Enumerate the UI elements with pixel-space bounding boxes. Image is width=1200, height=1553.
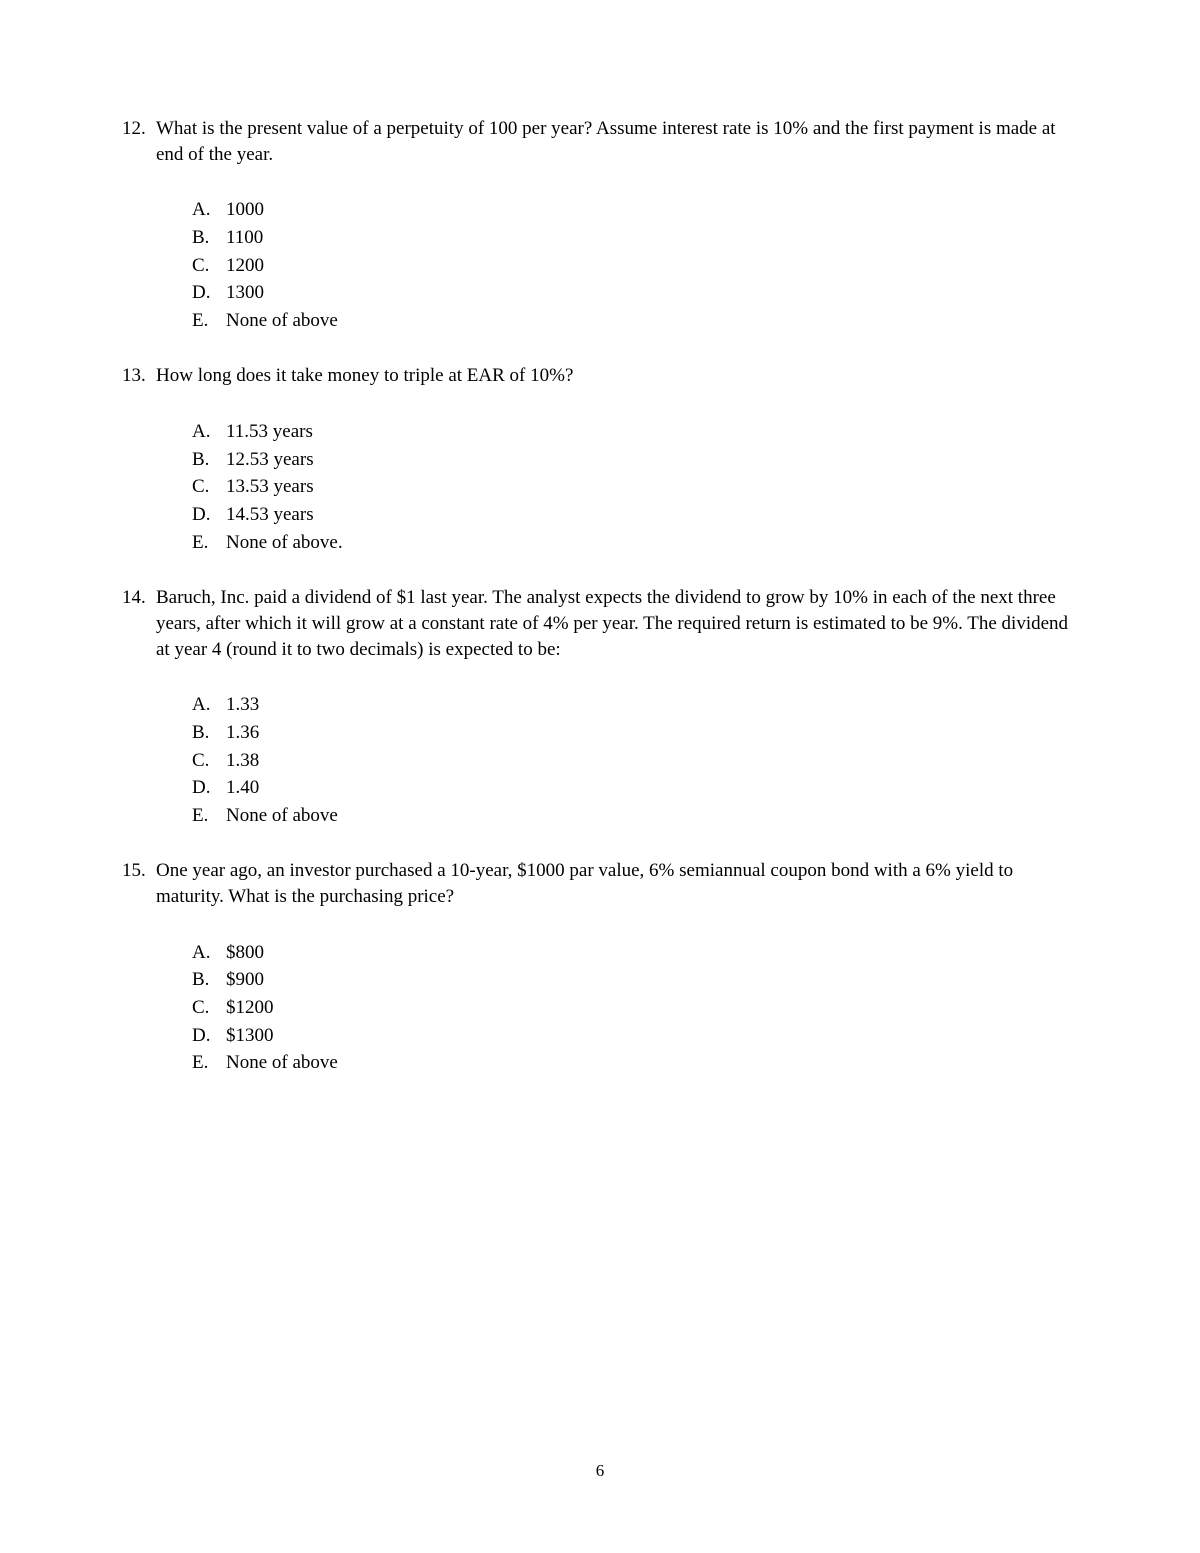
- option-letter: D.: [192, 502, 226, 528]
- question-row: 14. Baruch, Inc. paid a dividend of $1 l…: [122, 585, 1080, 662]
- option-text: 1.38: [226, 748, 1080, 774]
- option-c: C. 13.53 years: [192, 474, 1080, 500]
- option-e: E. None of above.: [192, 530, 1080, 556]
- option-letter: A.: [192, 419, 226, 445]
- option-text: None of above: [226, 803, 1080, 829]
- option-letter: A.: [192, 692, 226, 718]
- option-e: E. None of above: [192, 308, 1080, 334]
- option-b: B. 1.36: [192, 720, 1080, 746]
- option-text: None of above: [226, 308, 1080, 334]
- question-number: 15.: [122, 858, 156, 884]
- question-text: How long does it take money to triple at…: [156, 363, 1080, 389]
- option-text: 12.53 years: [226, 447, 1080, 473]
- option-letter: C.: [192, 995, 226, 1021]
- option-letter: C.: [192, 253, 226, 279]
- option-text: 1.36: [226, 720, 1080, 746]
- option-letter: B.: [192, 967, 226, 993]
- option-letter: E.: [192, 308, 226, 334]
- option-a: A. 1.33: [192, 692, 1080, 718]
- option-text: $1200: [226, 995, 1080, 1021]
- option-text: 1.33: [226, 692, 1080, 718]
- option-a: A. 11.53 years: [192, 419, 1080, 445]
- option-letter: C.: [192, 474, 226, 500]
- option-text: 1000: [226, 197, 1080, 223]
- option-c: C. 1200: [192, 253, 1080, 279]
- option-a: A. 1000: [192, 197, 1080, 223]
- options-list: A. 1000 B. 1100 C. 1200 D. 1300 E. None …: [122, 197, 1080, 333]
- option-text: 1.40: [226, 775, 1080, 801]
- question-text: Baruch, Inc. paid a dividend of $1 last …: [156, 585, 1080, 662]
- option-letter: B.: [192, 225, 226, 251]
- option-d: D. $1300: [192, 1023, 1080, 1049]
- option-text: 1200: [226, 253, 1080, 279]
- question-number: 13.: [122, 363, 156, 389]
- option-c: C. 1.38: [192, 748, 1080, 774]
- page-number: 6: [0, 1460, 1200, 1483]
- option-text: 14.53 years: [226, 502, 1080, 528]
- option-text: 13.53 years: [226, 474, 1080, 500]
- option-text: 1300: [226, 280, 1080, 306]
- option-letter: C.: [192, 748, 226, 774]
- question-15: 15. One year ago, an investor purchased …: [122, 858, 1080, 1075]
- option-b: B. 1100: [192, 225, 1080, 251]
- question-text: What is the present value of a perpetuit…: [156, 116, 1080, 167]
- option-text: 11.53 years: [226, 419, 1080, 445]
- option-letter: A.: [192, 197, 226, 223]
- option-letter: B.: [192, 720, 226, 746]
- option-d: D. 14.53 years: [192, 502, 1080, 528]
- option-letter: D.: [192, 775, 226, 801]
- option-letter: B.: [192, 447, 226, 473]
- question-row: 13. How long does it take money to tripl…: [122, 363, 1080, 389]
- option-letter: E.: [192, 803, 226, 829]
- option-text: $1300: [226, 1023, 1080, 1049]
- option-letter: D.: [192, 1023, 226, 1049]
- question-13: 13. How long does it take money to tripl…: [122, 363, 1080, 555]
- question-12: 12. What is the present value of a perpe…: [122, 116, 1080, 333]
- option-letter: E.: [192, 530, 226, 556]
- option-d: D. 1.40: [192, 775, 1080, 801]
- question-14: 14. Baruch, Inc. paid a dividend of $1 l…: [122, 585, 1080, 828]
- question-text: One year ago, an investor purchased a 10…: [156, 858, 1080, 909]
- option-text: $800: [226, 940, 1080, 966]
- option-d: D. 1300: [192, 280, 1080, 306]
- option-b: B. 12.53 years: [192, 447, 1080, 473]
- question-row: 12. What is the present value of a perpe…: [122, 116, 1080, 167]
- options-list: A. 11.53 years B. 12.53 years C. 13.53 y…: [122, 419, 1080, 555]
- options-list: A. $800 B. $900 C. $1200 D. $1300 E. Non…: [122, 940, 1080, 1076]
- option-text: $900: [226, 967, 1080, 993]
- option-a: A. $800: [192, 940, 1080, 966]
- option-text: None of above: [226, 1050, 1080, 1076]
- option-letter: E.: [192, 1050, 226, 1076]
- option-c: C. $1200: [192, 995, 1080, 1021]
- exam-page: 12. What is the present value of a perpe…: [0, 0, 1200, 1553]
- option-text: 1100: [226, 225, 1080, 251]
- question-number: 14.: [122, 585, 156, 611]
- option-e: E. None of above: [192, 1050, 1080, 1076]
- question-row: 15. One year ago, an investor purchased …: [122, 858, 1080, 909]
- option-letter: D.: [192, 280, 226, 306]
- options-list: A. 1.33 B. 1.36 C. 1.38 D. 1.40 E. None …: [122, 692, 1080, 828]
- option-text: None of above.: [226, 530, 1080, 556]
- option-letter: A.: [192, 940, 226, 966]
- option-b: B. $900: [192, 967, 1080, 993]
- option-e: E. None of above: [192, 803, 1080, 829]
- question-number: 12.: [122, 116, 156, 142]
